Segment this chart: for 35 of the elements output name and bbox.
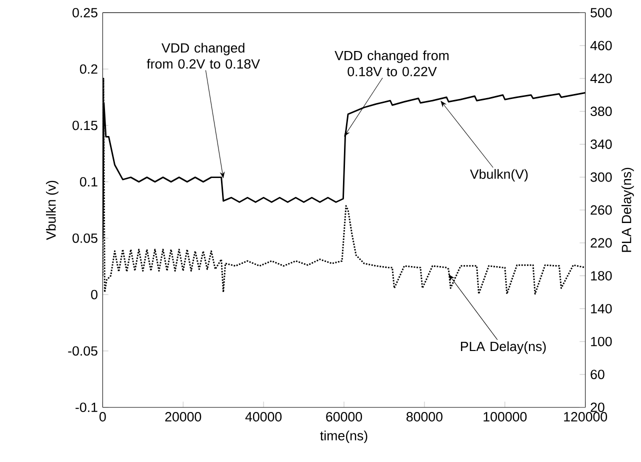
x-axis-title: time(ns) bbox=[320, 430, 368, 444]
y2-tick-label: 140 bbox=[591, 304, 612, 314]
y-tick-label: 0.25 bbox=[72, 8, 98, 18]
x-tick-label: 40000 bbox=[245, 412, 282, 422]
x-tick-label: 100000 bbox=[484, 412, 527, 422]
y-tick-label: 0.05 bbox=[72, 233, 98, 243]
x-tick-label: 20000 bbox=[165, 412, 202, 422]
y-tick-label: 0.15 bbox=[72, 120, 98, 130]
y2-tick-label: 220 bbox=[590, 238, 612, 248]
x-tick-label: 80000 bbox=[406, 412, 442, 422]
annotation: VDD changed from 0.18V to 0.22V bbox=[334, 50, 449, 76]
y2-axis-title: PLA Delay(ns) bbox=[621, 168, 634, 252]
y2-tick-label: 500 bbox=[590, 8, 612, 18]
x-tick-label: 120000 bbox=[564, 412, 608, 422]
y2-tick-label: 300 bbox=[590, 172, 612, 182]
annotation: VDD changed from 0.2V to 0.18V bbox=[146, 42, 260, 69]
y-tick-label: -0.05 bbox=[68, 346, 98, 356]
annotation: Vbulkn(V) bbox=[470, 169, 528, 182]
y-tick-label: -0.1 bbox=[76, 402, 98, 412]
y-tick-label: 0 bbox=[91, 290, 98, 300]
y2-tick-label: 420 bbox=[590, 74, 612, 84]
y2-tick-label: 340 bbox=[590, 140, 612, 149]
y2-tick-label: 380 bbox=[590, 106, 612, 116]
y2-tick-label: 20 bbox=[590, 402, 604, 412]
y-tick-label: 0.1 bbox=[80, 177, 98, 187]
y2-tick-label: 60 bbox=[590, 370, 604, 380]
y-tick-label: 0.2 bbox=[80, 64, 98, 74]
y2-tick-label: 100 bbox=[591, 336, 612, 346]
y-axis-title: Vbulkn (v) bbox=[46, 180, 58, 240]
y2-tick-label: 260 bbox=[590, 205, 612, 215]
y2-tick-label: 460 bbox=[590, 40, 612, 50]
x-tick-label: 0 bbox=[99, 412, 106, 422]
annotation: PLA Delay(ns) bbox=[460, 341, 546, 354]
y2-tick-label: 180 bbox=[591, 271, 612, 280]
x-tick-label: 60000 bbox=[326, 412, 362, 422]
